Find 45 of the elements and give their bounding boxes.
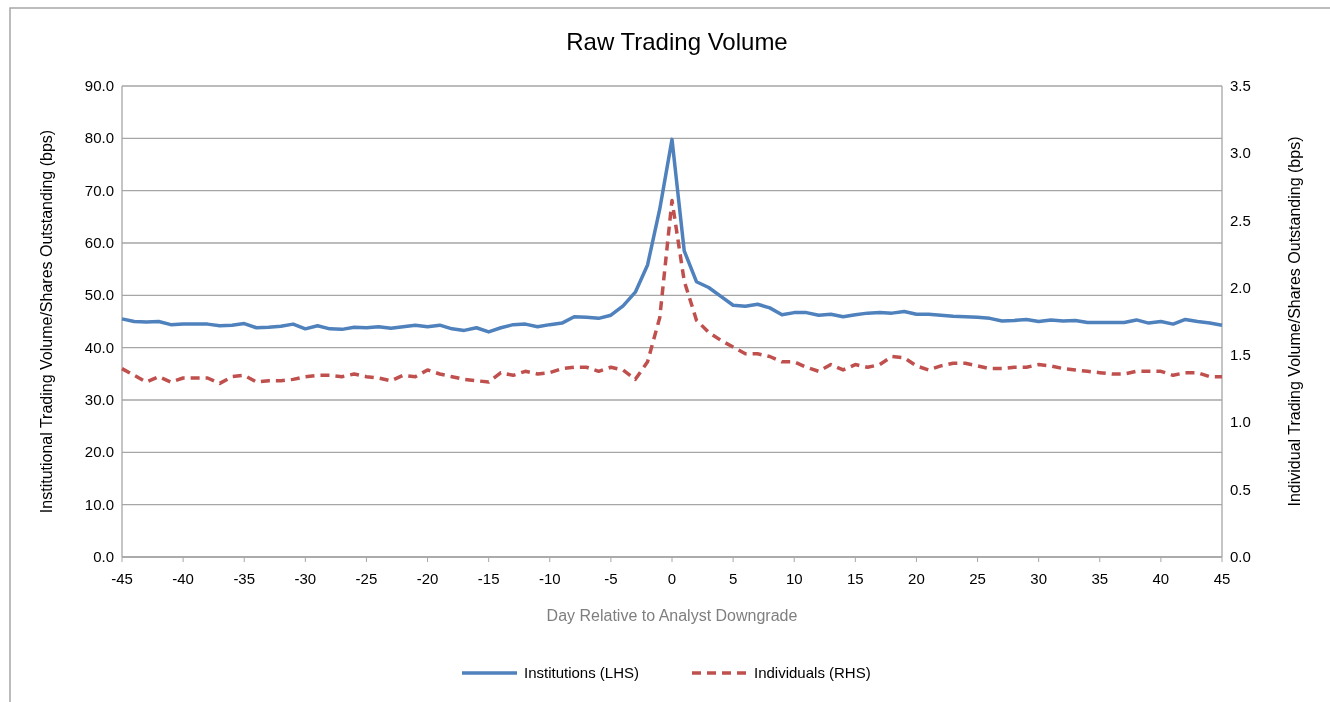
y2-tick-label: 2.5	[1230, 211, 1251, 229]
x-tick-label: -35	[233, 570, 256, 587]
x-tick-label: 10	[785, 570, 803, 587]
chart-title: Raw Trading Volume	[566, 28, 788, 55]
y-tick-label: 40.0	[84, 338, 114, 356]
y2-tick-label: 1.5	[1230, 346, 1251, 364]
y-axis-title: Institutional Trading Volume/Shares Outstanding (bps)	[38, 129, 55, 514]
x-tick-label: -20	[416, 570, 439, 587]
y2-tick-label: 3.5	[1230, 77, 1251, 94]
x-tick-label: 35	[1091, 570, 1109, 587]
x-tick-label: 30	[1030, 570, 1048, 587]
x-tick-label: 20	[908, 570, 925, 587]
y-tick-label: 10.0	[84, 495, 114, 513]
legend-label: Individuals (RHS)	[754, 664, 871, 681]
y-tick-label: 60.0	[84, 234, 114, 251]
x-tick-label: 0	[667, 570, 677, 587]
y2-tick-label: 0.0	[1230, 548, 1251, 565]
y-tick-label: 20.0	[84, 443, 114, 461]
y-tick-label: 70.0	[84, 181, 114, 199]
y2-tick-label: 2.0	[1230, 278, 1251, 296]
x-tick-label: 45	[1213, 570, 1231, 587]
x-tick-label: 40	[1152, 570, 1170, 587]
x-tick-label: -5	[604, 570, 618, 587]
legend-label: Institutions (LHS)	[524, 664, 640, 681]
y2-tick-label: 1.0	[1230, 413, 1251, 431]
x-tick-label: -30	[294, 570, 317, 587]
y-tick-label: 50.0	[84, 286, 114, 304]
y2-axis-title: Individual Trading Volume/Shares Outstanding (bps)	[1286, 136, 1303, 507]
x-tick-label: -25	[355, 570, 378, 587]
x-tick-label: -10	[538, 570, 561, 587]
x-axis-title: Day Relative to Analyst Downgrade	[546, 607, 798, 624]
x-tick-label: 5	[728, 570, 738, 587]
line-series	[120, 137, 1224, 334]
x-tick-label: 25	[969, 570, 986, 587]
x-tick-label: -45	[111, 570, 133, 587]
y-tick-label: 30.0	[84, 391, 114, 408]
y2-tick-label: 3.0	[1230, 144, 1251, 162]
y-tick-label: 80.0	[84, 129, 114, 147]
line-series	[120, 198, 1224, 386]
y-tick-label: 90.0	[84, 77, 114, 94]
x-tick-label: -15	[477, 570, 500, 587]
x-tick-label: -40	[172, 570, 194, 587]
y-tick-label: 0.0	[93, 548, 114, 565]
y2-tick-label: 0.5	[1230, 480, 1251, 498]
x-tick-label: 15	[846, 570, 864, 587]
